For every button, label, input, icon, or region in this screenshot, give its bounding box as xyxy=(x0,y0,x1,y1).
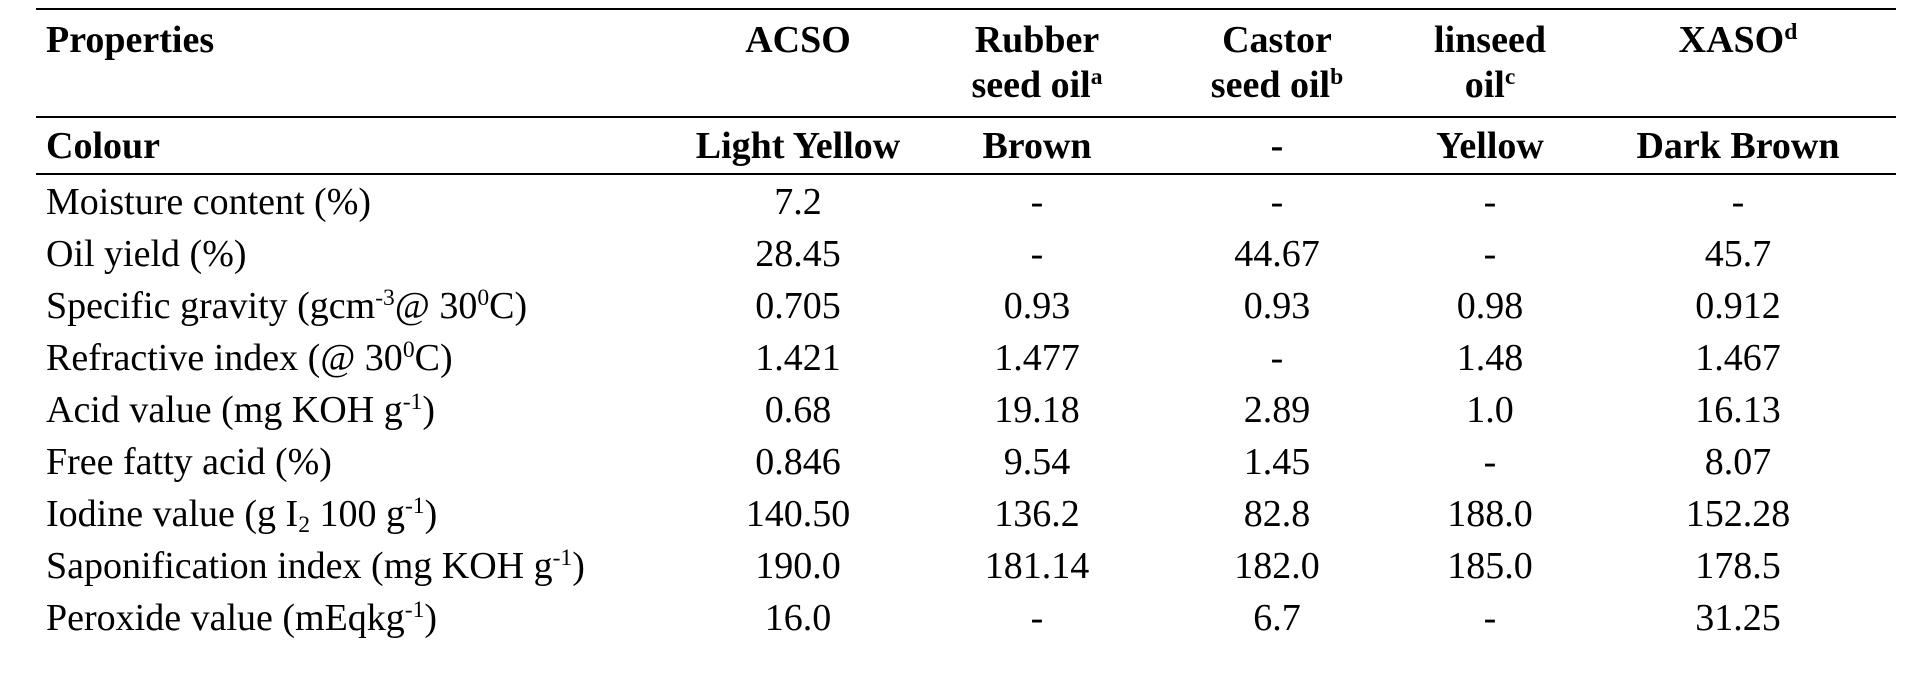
table-cell: 185.0 xyxy=(1447,544,1533,587)
table-row-oil-yield: Oil yield (%) 28.45 - 44.67 - 45.7 xyxy=(36,227,1896,279)
table-cell: 188.0 xyxy=(1447,492,1533,535)
table-cell: 6.7 xyxy=(1253,596,1301,639)
table-cell: 0.705 xyxy=(755,284,841,327)
row-label: Specific gravity (gcm-3@ 300C) xyxy=(46,284,528,327)
table-cell: - xyxy=(1483,596,1497,639)
table-cell: 190.0 xyxy=(755,544,841,587)
table-cell: 19.18 xyxy=(994,388,1080,431)
row-label: Moisture content (%) xyxy=(46,180,372,223)
table-cell: 45.7 xyxy=(1704,232,1772,275)
table-cell: 82.8 xyxy=(1243,492,1311,535)
table-cell: - xyxy=(1270,180,1284,223)
header-properties: Properties xyxy=(36,8,676,118)
table-cell: 0.93 xyxy=(1243,284,1311,327)
table-cell: - xyxy=(1270,336,1284,379)
table-cell: - xyxy=(1483,440,1497,483)
table-cell: - xyxy=(1030,180,1044,223)
row-label: Free fatty acid (%) xyxy=(46,440,332,483)
properties-table-container: Properties ACSO Rubber seed oila Castor … xyxy=(36,8,1896,643)
header-xaso: XASOd xyxy=(1580,8,1896,118)
table-cell: 1.421 xyxy=(755,336,841,379)
table-cell: 140.50 xyxy=(745,492,851,535)
table-cell: Brown xyxy=(920,117,1154,175)
table-cell: 0.98 xyxy=(1456,284,1524,327)
table-cell: - xyxy=(1483,232,1497,275)
table-cell: 1.477 xyxy=(994,336,1080,379)
table-cell: 8.07 xyxy=(1704,440,1772,483)
table-row-acid-value: Acid value (mg KOH g-1) 0.68 19.18 2.89 … xyxy=(36,383,1896,435)
table-cell: 136.2 xyxy=(994,492,1080,535)
header-rubber-seed-oil: Rubber seed oila xyxy=(920,8,1154,118)
table-cell: - xyxy=(1030,596,1044,639)
table-cell: 152.28 xyxy=(1685,492,1791,535)
table-cell: - xyxy=(1483,180,1497,223)
table-cell: 0.68 xyxy=(764,388,832,431)
table-row-free-fatty-acid: Free fatty acid (%) 0.846 9.54 1.45 - 8.… xyxy=(36,435,1896,487)
table-cell: 1.45 xyxy=(1243,440,1311,483)
table-cell: 178.5 xyxy=(1695,544,1781,587)
table-cell: - xyxy=(1731,180,1745,223)
row-label: Oil yield (%) xyxy=(46,232,247,275)
table-header-row: Properties ACSO Rubber seed oila Castor … xyxy=(36,8,1896,118)
table-row-peroxide-value: Peroxide value (mEqkg-1) 16.0 - 6.7 - 31… xyxy=(36,591,1896,643)
table-cell: - xyxy=(1030,232,1044,275)
table-row-refractive-index: Refractive index (@ 300C) 1.421 1.477 - … xyxy=(36,331,1896,383)
row-label: Peroxide value (mEqkg-1) xyxy=(46,596,438,639)
table-cell: 16.0 xyxy=(764,596,832,639)
table-cell: 181.14 xyxy=(984,544,1090,587)
table-row-saponification-index: Saponification index (mg KOH g-1) 190.0 … xyxy=(36,539,1896,591)
table-cell: Yellow xyxy=(1400,117,1580,175)
row-label: Iodine value (g I2 100 g-1) xyxy=(46,492,438,538)
table-cell: 28.45 xyxy=(755,232,841,275)
table-cell: 2.89 xyxy=(1243,388,1311,431)
table-row-moisture-content: Moisture content (%) 7.2 - - - - xyxy=(36,174,1896,227)
header-linseed-oil: linseed oilc xyxy=(1400,8,1580,118)
row-label: Colour xyxy=(36,117,676,175)
table-cell: 182.0 xyxy=(1234,544,1320,587)
table-cell: 1.48 xyxy=(1456,336,1524,379)
row-label: Acid value (mg KOH g-1) xyxy=(46,388,435,431)
table-cell: Light Yellow xyxy=(676,117,920,175)
table-cell: 16.13 xyxy=(1695,388,1781,431)
oil-properties-table: Properties ACSO Rubber seed oila Castor … xyxy=(36,8,1896,643)
header-castor-seed-oil: Castor seed oilb xyxy=(1154,8,1400,118)
table-cell: Dark Brown xyxy=(1580,117,1896,175)
table-cell: 1.0 xyxy=(1466,388,1514,431)
table-cell: 9.54 xyxy=(1003,440,1071,483)
table-row-specific-gravity: Specific gravity (gcm-3@ 300C) 0.705 0.9… xyxy=(36,279,1896,331)
table-cell: 1.467 xyxy=(1695,336,1781,379)
table-cell: - xyxy=(1154,117,1400,175)
table-cell: 0.912 xyxy=(1695,284,1781,327)
table-cell: 0.846 xyxy=(755,440,841,483)
table-cell: 31.25 xyxy=(1695,596,1781,639)
table-cell: 0.93 xyxy=(1003,284,1071,327)
row-label: Refractive index (@ 300C) xyxy=(46,336,453,379)
table-cell: 44.67 xyxy=(1234,232,1320,275)
row-label: Saponification index (mg KOH g-1) xyxy=(46,544,585,587)
table-row-iodine-value: Iodine value (g I2 100 g-1) 140.50 136.2… xyxy=(36,487,1896,539)
header-acso: ACSO xyxy=(676,8,920,118)
table-cell: 7.2 xyxy=(774,180,822,223)
table-row-colour: Colour Light Yellow Brown - Yellow Dark … xyxy=(36,117,1896,175)
